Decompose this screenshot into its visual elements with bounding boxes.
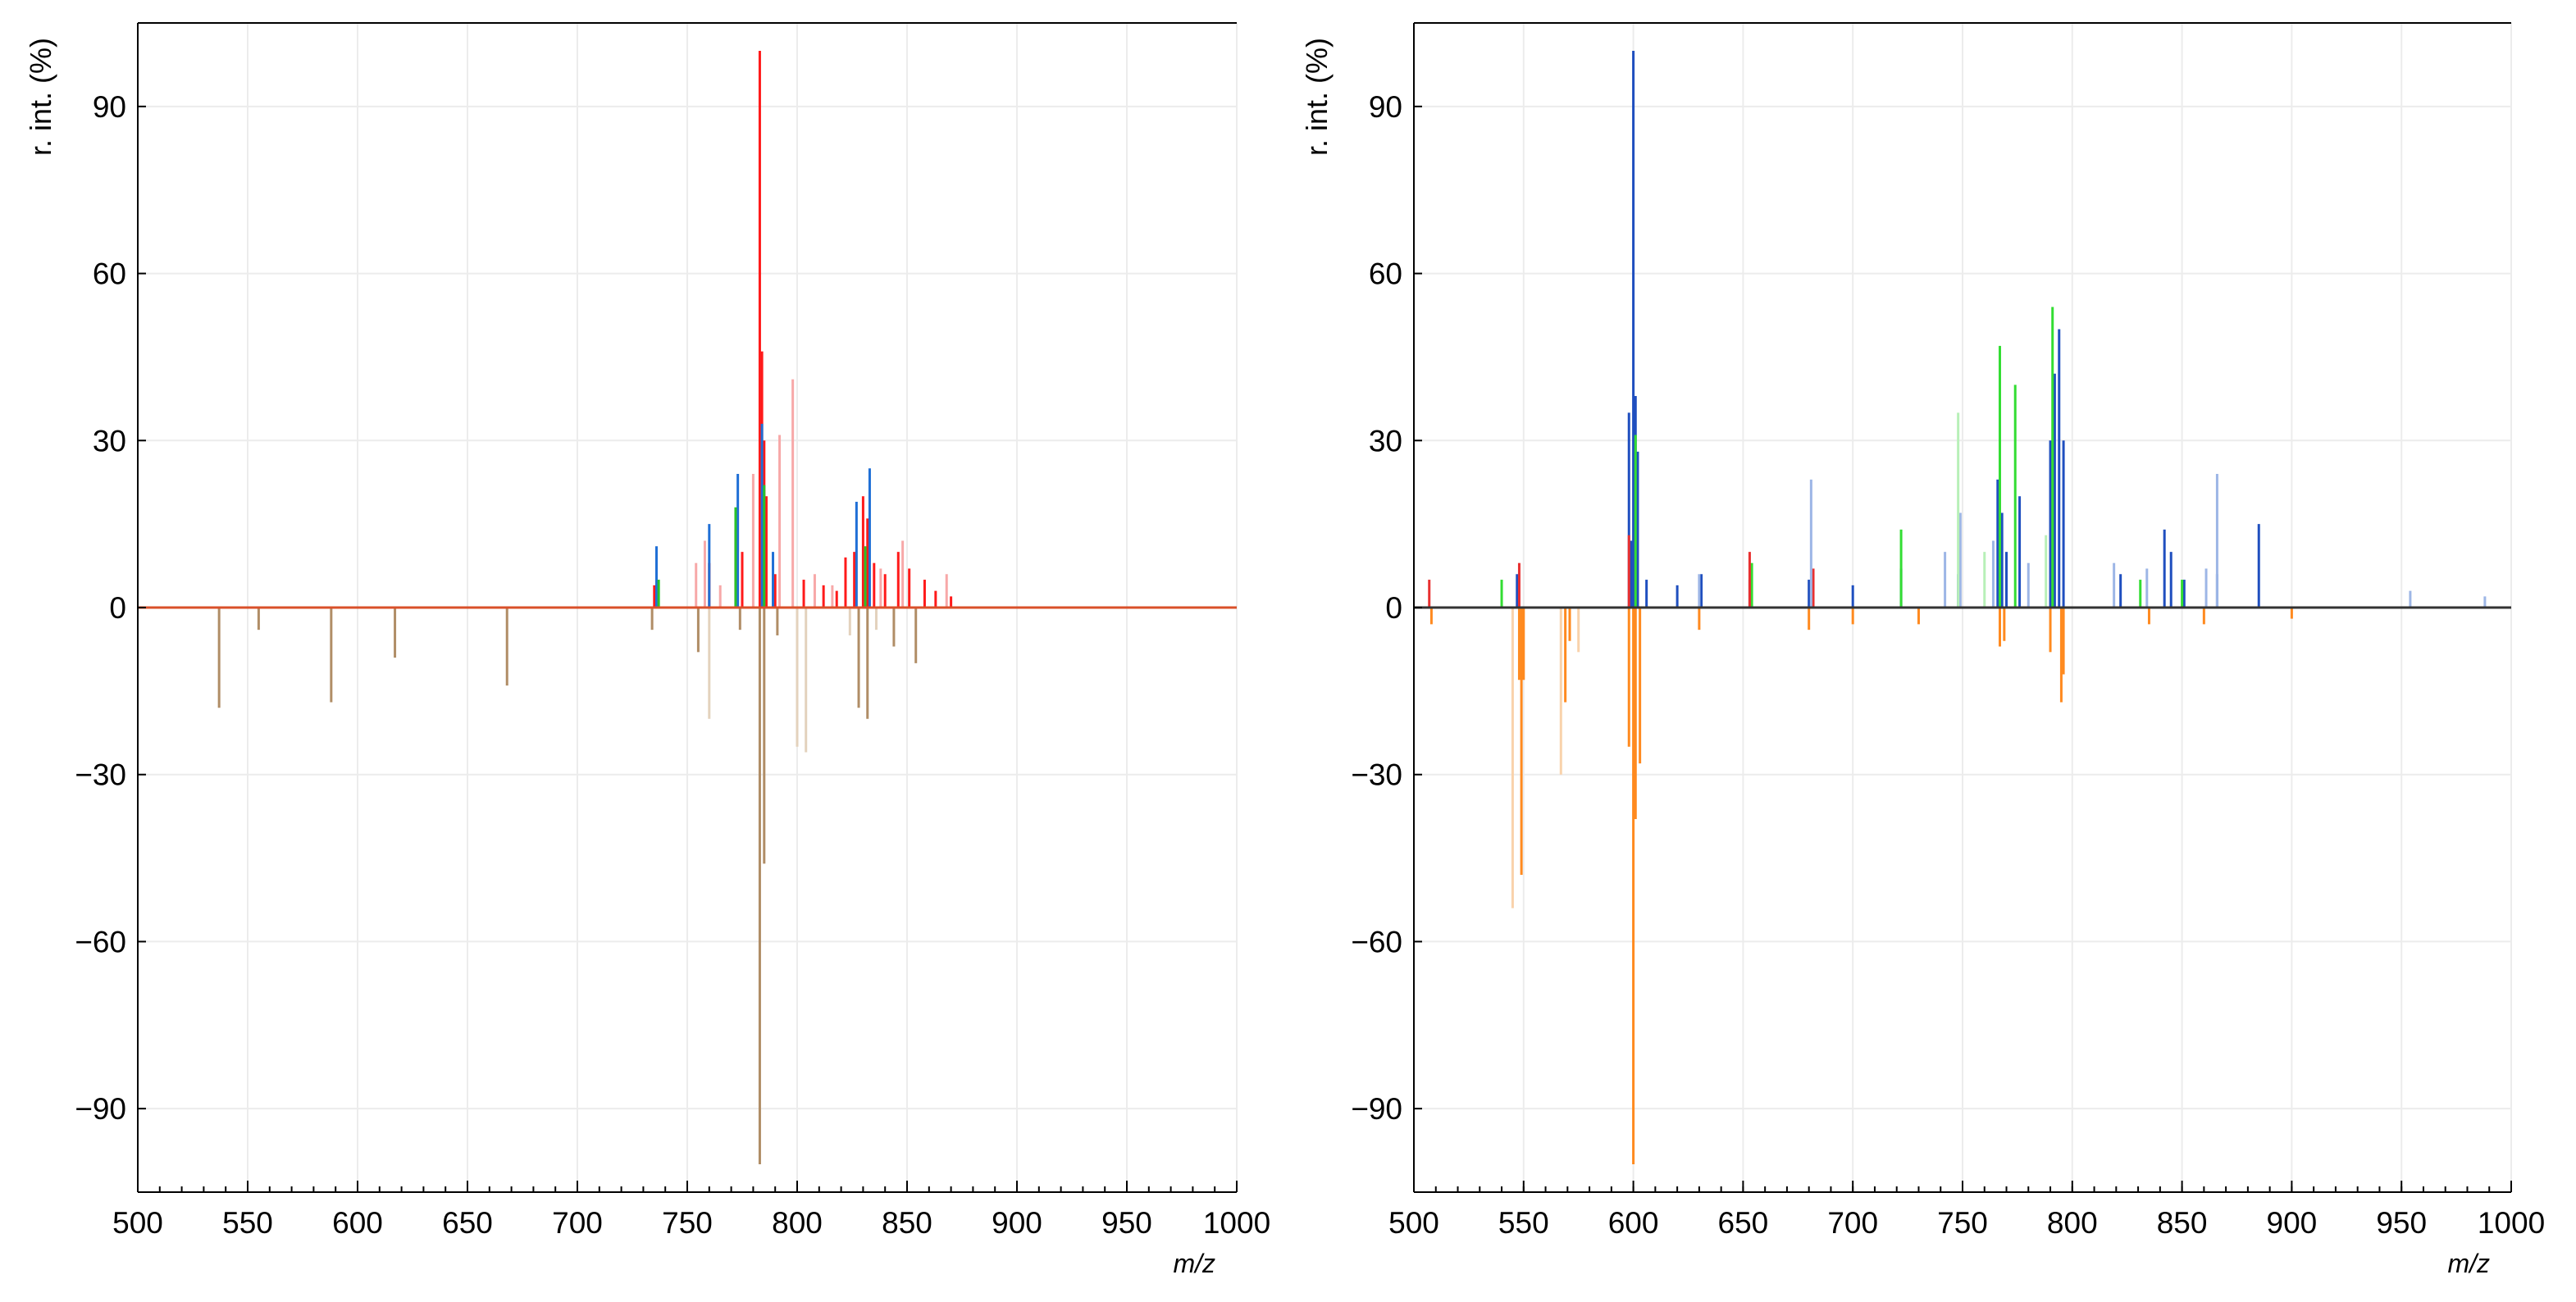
right-y-tick-label: −30 bbox=[1351, 758, 1402, 792]
right-x-axis-title: m/z bbox=[2447, 1249, 2490, 1278]
right-y-tick-label: 0 bbox=[1385, 591, 1402, 625]
left-x-tick-label: 650 bbox=[442, 1206, 493, 1240]
right-spectrum-panel: 500 550 600 650 700 750 800 850 900 950 1000 90 60 30… bbox=[1300, 22, 2545, 1278]
left-x-axis-title: m/z bbox=[1173, 1249, 1215, 1278]
right-x-tick-label: 750 bbox=[1937, 1206, 1988, 1240]
right-y-tick-label: −60 bbox=[1351, 925, 1402, 958]
left-y-tick-label: −90 bbox=[75, 1092, 126, 1126]
right-x-tick-label: 1000 bbox=[2478, 1206, 2545, 1240]
left-x-tick-label: 850 bbox=[882, 1206, 932, 1240]
left-y-tick-label: −60 bbox=[75, 925, 126, 958]
left-y-tick-label: 30 bbox=[93, 424, 126, 458]
left-y-tick-label: −30 bbox=[75, 758, 126, 792]
right-x-tick-label: 650 bbox=[1718, 1206, 1769, 1240]
right-y-tick-label: 30 bbox=[1369, 424, 1402, 458]
left-x-tick-label: 800 bbox=[772, 1206, 823, 1240]
left-spectrum-panel: 500 550 600 650 700 750 800 850 900 950 1000 90 60 30… bbox=[24, 22, 1270, 1278]
left-y-tick-label: 90 bbox=[93, 90, 126, 124]
left-x-tick-label: 950 bbox=[1101, 1206, 1152, 1240]
left-x-tick-label: 700 bbox=[552, 1206, 603, 1240]
right-x-tick-label: 900 bbox=[2267, 1206, 2318, 1240]
left-x-tick-label: 600 bbox=[332, 1206, 383, 1240]
right-x-tick-label: 700 bbox=[1827, 1206, 1878, 1240]
left-x-tick-label: 900 bbox=[992, 1206, 1042, 1240]
left-y-tick-label: 0 bbox=[109, 591, 126, 625]
right-x-tick-label: 850 bbox=[2157, 1206, 2208, 1240]
right-y-tick-label: −90 bbox=[1351, 1092, 1402, 1126]
right-x-tick-label: 600 bbox=[1608, 1206, 1659, 1240]
right-y-tick-label: 60 bbox=[1369, 257, 1402, 291]
left-x-tick-label: 1000 bbox=[1203, 1206, 1270, 1240]
left-x-tick-label: 750 bbox=[662, 1206, 713, 1240]
right-x-tick-label: 800 bbox=[2047, 1206, 2098, 1240]
left-x-tick-label: 550 bbox=[222, 1206, 273, 1240]
right-y-tick-label: 90 bbox=[1369, 90, 1402, 124]
left-y-tick-label: 60 bbox=[93, 257, 126, 291]
right-y-axis-title: r. int. (%) bbox=[1300, 38, 1334, 156]
left-y-axis-title: r. int. (%) bbox=[24, 38, 57, 156]
left-x-tick-label: 500 bbox=[112, 1206, 163, 1240]
right-x-tick-label: 500 bbox=[1388, 1206, 1439, 1240]
right-x-tick-label: 550 bbox=[1498, 1206, 1549, 1240]
right-x-tick-label: 950 bbox=[2376, 1206, 2427, 1240]
